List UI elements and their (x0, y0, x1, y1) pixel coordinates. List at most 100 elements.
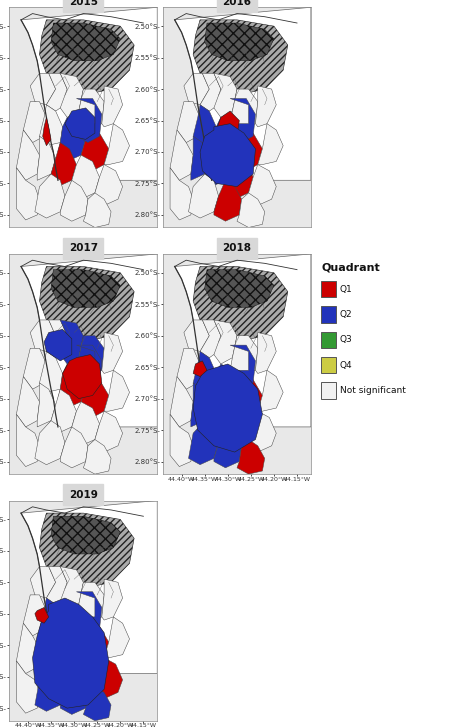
Polygon shape (175, 7, 311, 181)
Polygon shape (246, 165, 276, 205)
Polygon shape (17, 376, 39, 427)
Polygon shape (202, 389, 230, 433)
Polygon shape (258, 371, 283, 411)
Polygon shape (30, 566, 55, 598)
Polygon shape (193, 20, 288, 95)
Polygon shape (9, 254, 157, 474)
Polygon shape (81, 130, 109, 171)
Polygon shape (43, 117, 51, 146)
Polygon shape (237, 193, 264, 227)
Polygon shape (193, 364, 263, 452)
Polygon shape (65, 108, 95, 139)
Text: Q1: Q1 (340, 285, 353, 293)
Polygon shape (193, 352, 216, 392)
Polygon shape (39, 266, 134, 342)
Polygon shape (30, 74, 55, 105)
Polygon shape (214, 181, 242, 221)
Polygon shape (70, 155, 100, 199)
Polygon shape (177, 102, 200, 143)
Polygon shape (76, 345, 102, 389)
Text: Quadrant: Quadrant (321, 263, 380, 273)
Polygon shape (58, 611, 86, 654)
Polygon shape (189, 174, 219, 218)
Polygon shape (37, 630, 55, 673)
Polygon shape (258, 124, 283, 165)
Polygon shape (51, 516, 120, 554)
Polygon shape (17, 661, 39, 713)
Polygon shape (60, 181, 88, 221)
Title: 2019: 2019 (69, 490, 98, 499)
Polygon shape (200, 320, 221, 357)
Title: 2015: 2015 (69, 0, 98, 7)
Polygon shape (92, 165, 123, 205)
Polygon shape (230, 98, 255, 143)
Polygon shape (102, 579, 123, 620)
Polygon shape (202, 143, 230, 186)
Bar (321, 382, 336, 399)
Polygon shape (76, 582, 104, 623)
Polygon shape (21, 254, 157, 427)
Polygon shape (60, 673, 88, 714)
Bar (321, 281, 336, 298)
Text: Q2: Q2 (340, 310, 352, 319)
Polygon shape (76, 89, 104, 130)
Polygon shape (17, 414, 39, 467)
Polygon shape (35, 607, 49, 623)
Polygon shape (60, 427, 88, 468)
Polygon shape (49, 636, 76, 680)
Polygon shape (44, 329, 72, 361)
Polygon shape (39, 513, 134, 589)
Polygon shape (76, 336, 104, 376)
Text: Not significant: Not significant (340, 386, 406, 395)
Polygon shape (235, 376, 263, 417)
Polygon shape (205, 269, 274, 307)
Polygon shape (17, 130, 39, 181)
Polygon shape (49, 143, 76, 186)
Polygon shape (223, 155, 253, 199)
Polygon shape (102, 86, 123, 127)
Polygon shape (214, 74, 237, 117)
Polygon shape (102, 333, 123, 373)
Title: 2017: 2017 (69, 243, 98, 253)
Polygon shape (83, 440, 111, 474)
Polygon shape (230, 345, 255, 389)
Polygon shape (255, 333, 276, 373)
Polygon shape (46, 74, 67, 111)
Polygon shape (92, 411, 123, 452)
Polygon shape (58, 364, 86, 408)
Polygon shape (63, 355, 102, 399)
Polygon shape (23, 595, 46, 636)
Polygon shape (23, 348, 46, 389)
Polygon shape (177, 348, 200, 389)
Polygon shape (76, 592, 102, 636)
Polygon shape (92, 658, 123, 699)
Polygon shape (193, 105, 216, 146)
Polygon shape (39, 598, 63, 639)
Polygon shape (30, 320, 55, 352)
Polygon shape (39, 105, 63, 146)
Polygon shape (35, 421, 65, 464)
Polygon shape (175, 254, 311, 427)
Polygon shape (46, 566, 67, 604)
Bar (321, 306, 336, 323)
Polygon shape (39, 20, 134, 95)
Polygon shape (60, 320, 83, 364)
Polygon shape (230, 336, 258, 376)
Polygon shape (9, 501, 157, 721)
Polygon shape (21, 7, 157, 181)
Polygon shape (214, 320, 237, 364)
Polygon shape (39, 352, 63, 392)
Polygon shape (235, 130, 263, 171)
Polygon shape (200, 124, 255, 186)
Bar (321, 357, 336, 373)
Polygon shape (205, 23, 274, 60)
Polygon shape (170, 130, 193, 181)
Polygon shape (170, 376, 193, 427)
Polygon shape (23, 102, 46, 143)
Polygon shape (81, 623, 109, 664)
Polygon shape (191, 136, 210, 181)
Polygon shape (81, 376, 109, 417)
Polygon shape (51, 23, 120, 60)
Polygon shape (83, 686, 111, 721)
Polygon shape (21, 501, 157, 673)
